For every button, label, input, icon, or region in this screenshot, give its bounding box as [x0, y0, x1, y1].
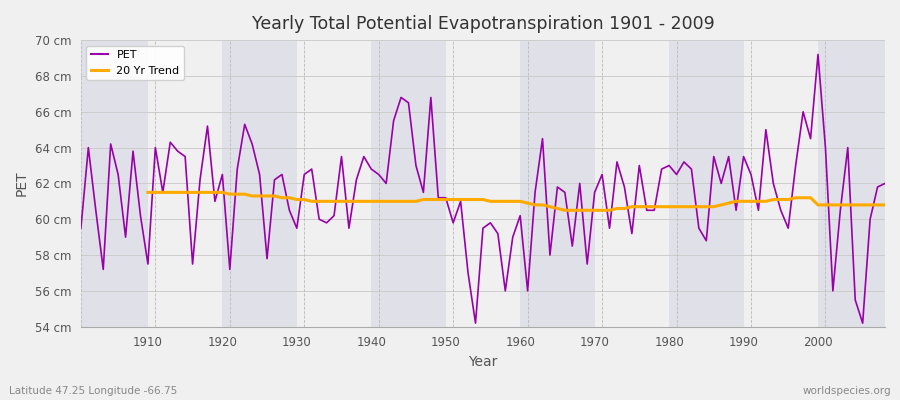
- X-axis label: Year: Year: [468, 355, 498, 369]
- Bar: [372, 40, 446, 327]
- Text: worldspecies.org: worldspecies.org: [803, 386, 891, 396]
- Y-axis label: PET: PET: [15, 171, 29, 196]
- Bar: [818, 40, 885, 327]
- Bar: [81, 40, 148, 327]
- Bar: [669, 40, 743, 327]
- Bar: [222, 40, 297, 327]
- Bar: [595, 40, 669, 327]
- Bar: [446, 40, 520, 327]
- Bar: [743, 40, 818, 327]
- Bar: [297, 40, 372, 327]
- Bar: [520, 40, 595, 327]
- Title: Yearly Total Potential Evapotranspiration 1901 - 2009: Yearly Total Potential Evapotranspiratio…: [252, 15, 715, 33]
- Legend: PET, 20 Yr Trend: PET, 20 Yr Trend: [86, 46, 184, 80]
- Bar: [148, 40, 222, 327]
- Text: Latitude 47.25 Longitude -66.75: Latitude 47.25 Longitude -66.75: [9, 386, 177, 396]
